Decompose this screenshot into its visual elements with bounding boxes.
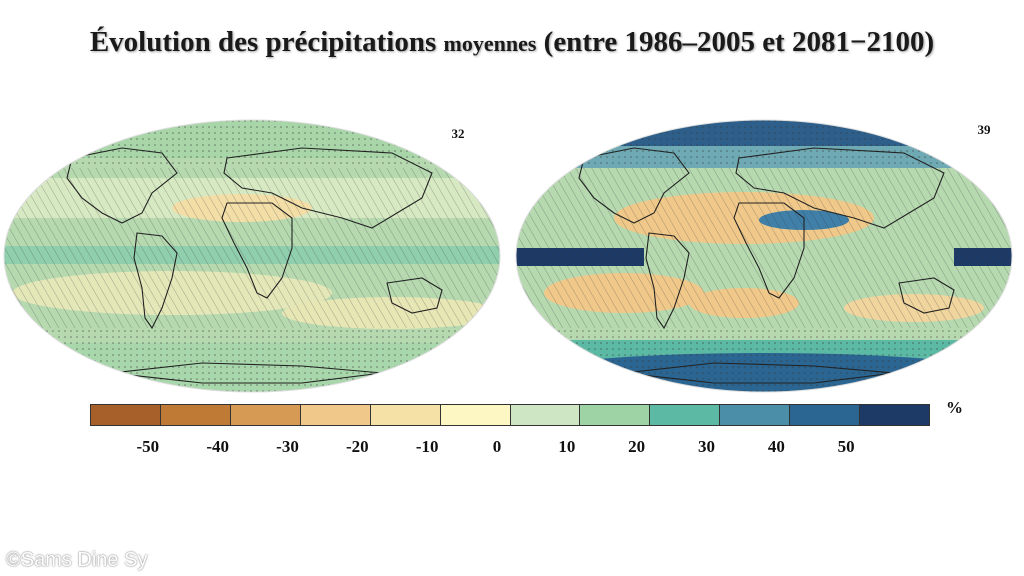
scale-swatch — [91, 405, 161, 425]
map-right: 39 — [515, 119, 1013, 393]
scale-tick-label: -40 — [206, 437, 229, 456]
title-small: moyennes — [443, 31, 537, 56]
scale-swatch — [160, 405, 231, 425]
scale-swatch — [720, 405, 791, 425]
scale-swatch — [510, 405, 581, 425]
scale-swatch — [300, 405, 371, 425]
title-period: (entre 1986–2005 et 2081−2100) — [543, 26, 935, 58]
map-value-label: 32 — [452, 126, 465, 141]
scale-tick-label: 20 — [628, 437, 646, 456]
title-main: Évolution des précipitations — [89, 26, 437, 58]
scale-unit: % — [946, 398, 963, 417]
scale-tick-label: -20 — [345, 437, 369, 456]
map-value-label: 39 — [978, 122, 992, 137]
scale-swatch — [790, 405, 861, 425]
scale-swatch — [650, 405, 721, 425]
page-title: Évolution des précipitations moyennes (e… — [0, 26, 1024, 59]
scale-tick-label: 50 — [837, 437, 855, 456]
scale-tick-label: 0 — [492, 437, 502, 456]
scale-swatch — [860, 405, 930, 425]
watermark: ©Sams Dine Sy — [6, 549, 148, 571]
scale-tick-label: 40 — [767, 437, 785, 456]
scale-tick-label: 30 — [698, 437, 715, 456]
scale-tick-label: -30 — [276, 437, 299, 456]
scale-tick-label: -50 — [136, 437, 160, 456]
map-left: 32 — [3, 119, 501, 393]
scale-swatch — [370, 405, 441, 425]
scale-swatch — [440, 405, 511, 425]
scale-swatch — [580, 405, 651, 425]
scale-tick-label: 10 — [558, 437, 576, 456]
scale-swatch — [230, 405, 301, 425]
color-scale-bar — [90, 404, 930, 426]
scale-tick-label: -10 — [415, 437, 439, 456]
